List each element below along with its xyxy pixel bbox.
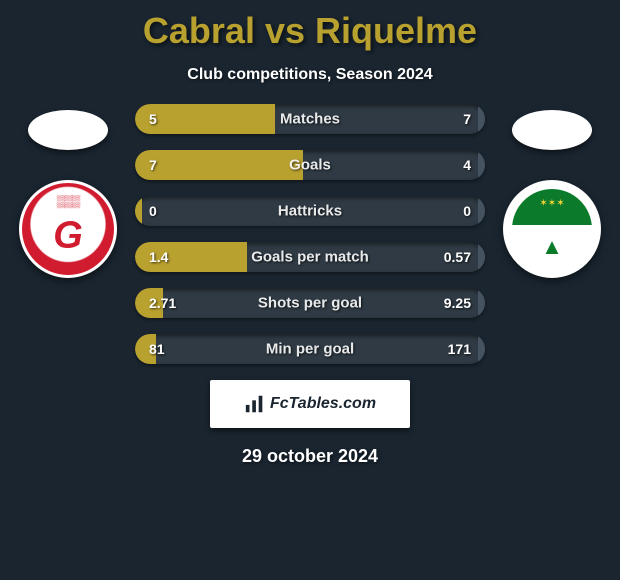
bar-fill-right bbox=[478, 150, 485, 180]
bar-value-right: 0 bbox=[463, 203, 471, 219]
player-right-name: Riquelme bbox=[315, 10, 477, 51]
subtitle: Club competitions, Season 2024 bbox=[0, 66, 620, 84]
player-left-name: Cabral bbox=[143, 10, 255, 51]
bar-value-left: 5 bbox=[149, 111, 157, 127]
bar-label: Goals per match bbox=[251, 249, 369, 266]
bar-value-right: 171 bbox=[448, 341, 471, 357]
bar-fill-right bbox=[478, 104, 485, 134]
bar-value-right: 4 bbox=[463, 157, 471, 173]
brand-badge: FcTables.com bbox=[210, 380, 410, 428]
bar-fill-right bbox=[478, 334, 485, 364]
stat-bar: Goals 7 4 bbox=[135, 150, 485, 180]
bar-value-left: 1.4 bbox=[149, 249, 168, 265]
bar-label: Hattricks bbox=[278, 203, 342, 220]
stat-bar: Hattricks 0 0 bbox=[135, 196, 485, 226]
footer-date: 29 october 2024 bbox=[0, 446, 620, 467]
bar-value-left: 81 bbox=[149, 341, 165, 357]
bar-fill-right bbox=[478, 288, 485, 318]
stat-bar: Shots per goal 2.71 9.25 bbox=[135, 288, 485, 318]
comparison-panel: Matches 5 7 Goals 7 4 Hattricks 0 0 Goals per mat… bbox=[0, 104, 620, 364]
stat-bars: Matches 5 7 Goals 7 4 Hattricks 0 0 Goals per mat… bbox=[135, 104, 485, 364]
chart-icon bbox=[244, 393, 266, 415]
flag-right-icon bbox=[512, 110, 592, 150]
left-side bbox=[13, 104, 123, 278]
club-crest-right-icon bbox=[503, 180, 601, 278]
bar-fill-left bbox=[135, 196, 142, 226]
vs-word: vs bbox=[265, 10, 305, 51]
bar-label: Min per goal bbox=[266, 341, 354, 358]
stat-bar: Goals per match 1.4 0.57 bbox=[135, 242, 485, 272]
bar-value-right: 9.25 bbox=[444, 295, 471, 311]
bar-fill-right bbox=[478, 242, 485, 272]
page-title: Cabral vs Riquelme bbox=[0, 0, 620, 52]
bar-label: Shots per goal bbox=[258, 295, 362, 312]
bar-value-left: 2.71 bbox=[149, 295, 176, 311]
brand-text: FcTables.com bbox=[270, 395, 376, 413]
stat-bar: Min per goal 81 171 bbox=[135, 334, 485, 364]
club-crest-left-icon bbox=[19, 180, 117, 278]
bar-value-right: 0.57 bbox=[444, 249, 471, 265]
bar-value-left: 0 bbox=[149, 203, 157, 219]
bar-value-right: 7 bbox=[463, 111, 471, 127]
stat-bar: Matches 5 7 bbox=[135, 104, 485, 134]
bar-label: Goals bbox=[289, 157, 331, 174]
bar-fill-right bbox=[478, 196, 485, 226]
bar-label: Matches bbox=[280, 111, 340, 128]
flag-left-icon bbox=[28, 110, 108, 150]
right-side bbox=[497, 104, 607, 278]
bar-value-left: 7 bbox=[149, 157, 157, 173]
bar-fill-left bbox=[135, 150, 303, 180]
